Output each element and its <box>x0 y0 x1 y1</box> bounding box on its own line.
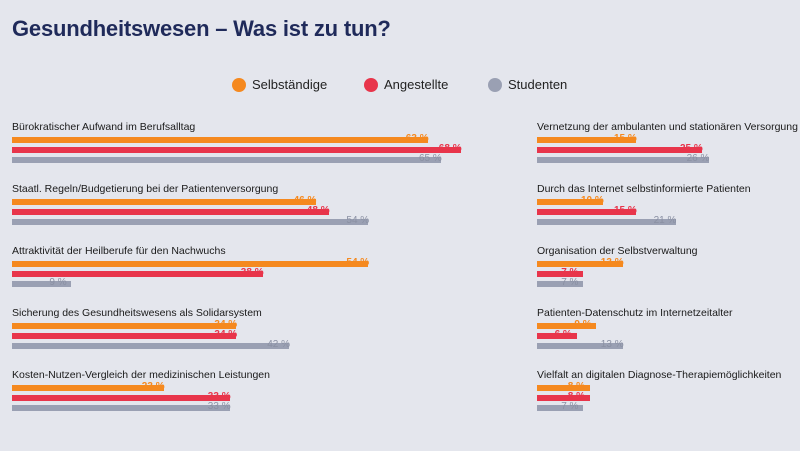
legend-label: Studenten <box>508 77 568 92</box>
bar-studenten <box>537 157 709 163</box>
value-label-selbstaendige: 9 % <box>574 319 592 330</box>
legend-dot-icon <box>488 77 502 92</box>
bar-angestellte <box>12 271 263 277</box>
value-label-selbstaendige: 46 % <box>293 195 317 206</box>
value-label-angestellte: 68 % <box>438 143 462 154</box>
bar-studenten <box>537 343 623 349</box>
value-label-studenten: 9 % <box>49 277 67 288</box>
legend-label: Selbständige <box>252 77 328 92</box>
value-label-angestellte: 15 % <box>614 205 637 216</box>
value-label-angestellte: 25 % <box>680 143 703 154</box>
legend: Selbständige Angestellte Studenten <box>0 77 800 97</box>
value-label-angestellte: 7 % <box>561 267 579 278</box>
bar-angestellte <box>537 271 584 277</box>
bar-angestellte <box>537 395 590 401</box>
value-label-selbstaendige: 15 % <box>614 133 637 144</box>
value-label-angestellte: 38 % <box>240 267 264 278</box>
value-label-studenten: 7 % <box>561 401 579 412</box>
value-label-selbstaendige: 13 % <box>600 257 624 268</box>
bar-selbstaendige <box>12 199 316 205</box>
category-label: Kosten-Nutzen-Vergleich der medizinische… <box>12 369 270 381</box>
value-label-selbstaendige: 23 % <box>141 381 165 392</box>
bar-selbstaendige <box>537 261 623 267</box>
category-label: Patienten-Datenschutz im Internetzeitalt… <box>537 307 733 319</box>
bar-studenten <box>537 405 584 411</box>
bar-angestellte <box>12 209 329 215</box>
value-label-selbstaendige: 10 % <box>581 195 604 206</box>
chart-title: Gesundheitswesen – Was ist zu tun? <box>12 16 391 41</box>
category-label: Vielfalt an digitalen Diagnose-Therapiem… <box>537 369 782 381</box>
bar-selbstaendige <box>12 261 369 267</box>
legend-item-selbstaendige: Selbständige <box>232 77 327 92</box>
bar-angestellte <box>12 333 237 339</box>
category-label: Organisation der Selbstverwaltung <box>537 245 698 257</box>
value-label-selbstaendige: 34 % <box>214 319 238 330</box>
value-label-angestellte: 33 % <box>207 391 231 402</box>
value-label-studenten: 42 % <box>267 339 290 350</box>
category-label: Sicherung des Gesundheitswesens als Soli… <box>12 307 262 319</box>
value-label-selbstaendige: 8 % <box>567 381 586 392</box>
category-label: Bürokratischer Aufwand im Berufsalltag <box>12 121 196 133</box>
category-label: Staatl. Regeln/Budgetierung bei der Pati… <box>12 183 279 195</box>
bar-angestellte <box>12 147 461 153</box>
bar-studenten <box>537 281 584 287</box>
category-label: Attraktivität der Heilberufe für den Nac… <box>12 245 226 257</box>
value-label-studenten: 7 % <box>561 277 579 288</box>
bar-angestellte <box>537 333 577 339</box>
bar-studenten <box>12 405 230 411</box>
bar-studenten <box>12 343 290 349</box>
value-label-studenten: 65 % <box>419 153 442 164</box>
legend-dot-icon <box>364 77 378 92</box>
value-label-selbstaendige: 63 % <box>405 133 429 144</box>
value-label-studenten: 33 % <box>207 401 231 412</box>
category-label: Durch das Internet selbstinformierte Pat… <box>537 183 751 195</box>
bar-selbstaendige <box>537 137 636 143</box>
value-label-studenten: 26 % <box>686 153 710 164</box>
bar-selbstaendige <box>537 385 590 391</box>
bar-angestellte <box>537 209 636 215</box>
legend-label: Angestellte <box>384 77 449 92</box>
bar-selbstaendige <box>12 385 164 391</box>
value-label-angestellte: 34 % <box>214 329 238 340</box>
bar-selbstaendige <box>537 323 597 329</box>
bar-angestellte <box>12 395 230 401</box>
value-label-selbstaendige: 54 % <box>346 257 370 268</box>
bar-selbstaendige <box>12 137 428 143</box>
value-label-angestellte: 6 % <box>554 329 572 340</box>
bar-angestellte <box>537 147 702 153</box>
legend-dot-icon <box>232 77 246 92</box>
value-label-angestellte: 48 % <box>306 205 330 216</box>
legend-item-angestellte: Angestellte <box>364 77 448 92</box>
value-label-studenten: 21 % <box>653 215 677 226</box>
value-label-studenten: 13 % <box>600 339 624 350</box>
bar-selbstaendige <box>537 199 603 205</box>
legend-item-studenten: Studenten <box>488 77 567 92</box>
bar-studenten <box>12 219 369 225</box>
category-label: Vernetzung der ambulanten und stationäre… <box>537 121 798 133</box>
value-label-studenten: 54 % <box>346 215 370 226</box>
bar-studenten <box>12 281 72 287</box>
bar-studenten <box>12 157 441 163</box>
bar-studenten <box>537 219 676 225</box>
value-label-angestellte: 8 % <box>567 391 586 402</box>
bar-selbstaendige <box>12 323 237 329</box>
